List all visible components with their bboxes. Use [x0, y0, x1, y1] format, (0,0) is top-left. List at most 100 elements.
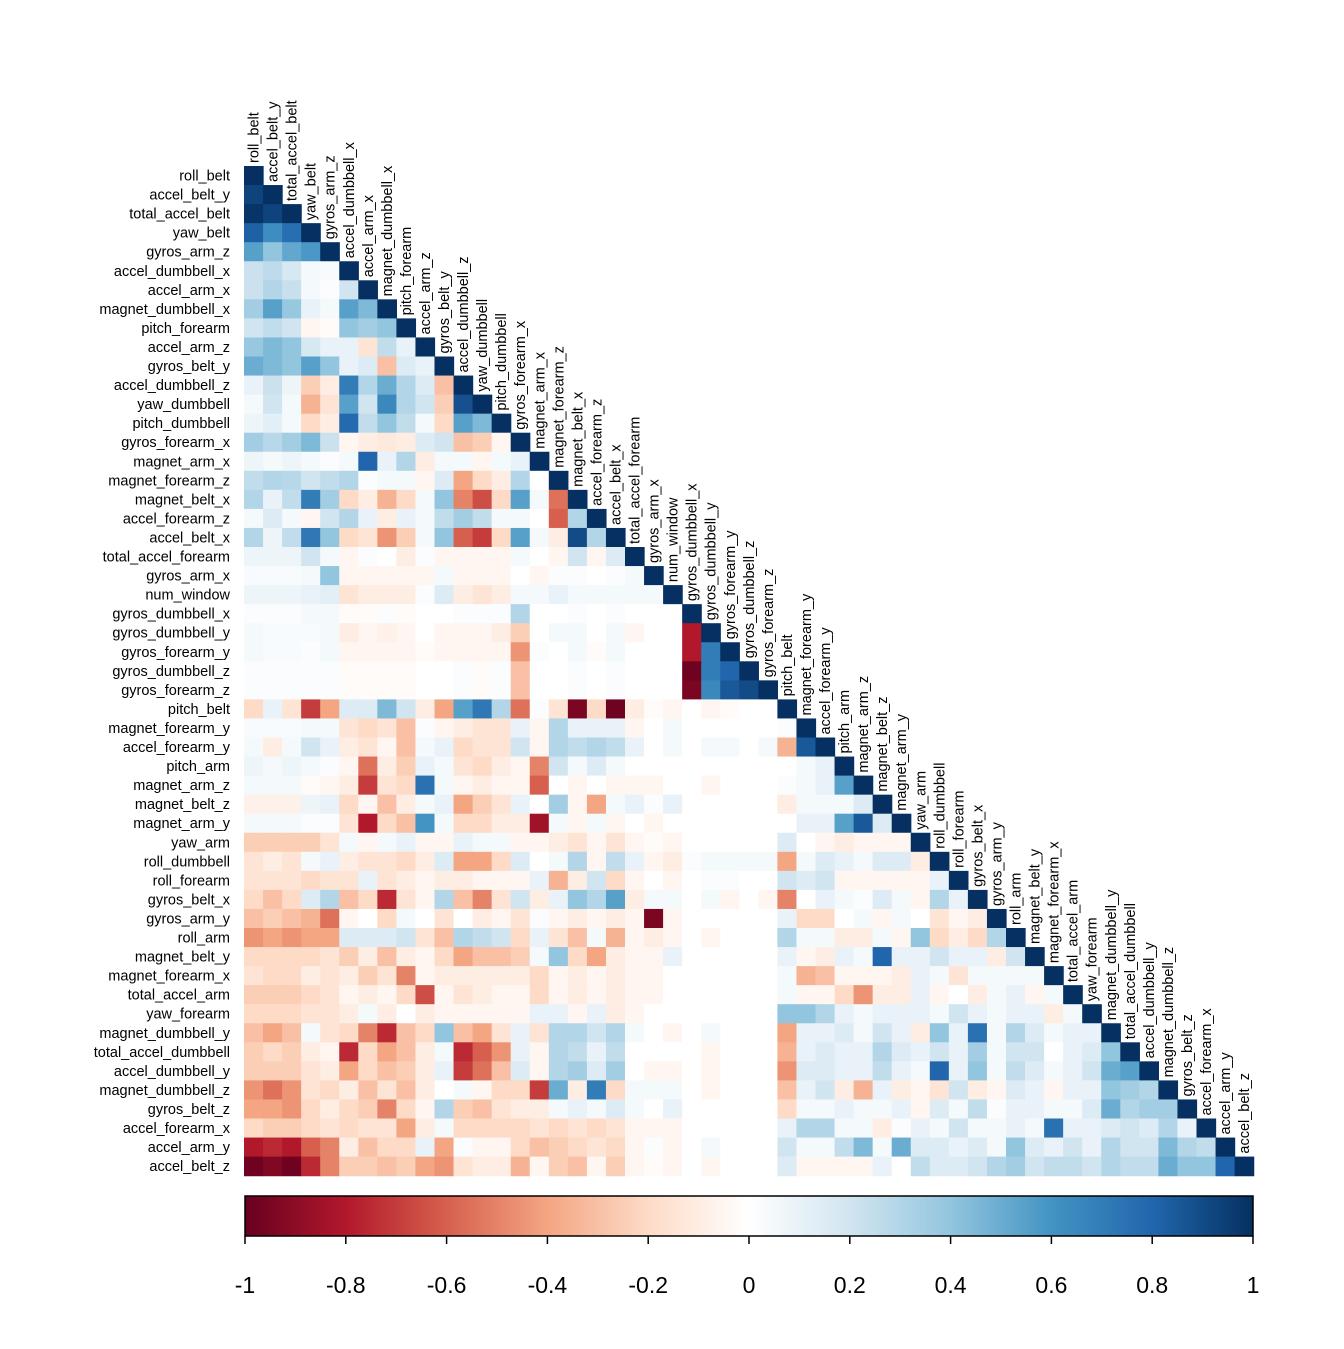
heatmap-cell: [301, 585, 321, 605]
heatmap-cell: [301, 356, 321, 377]
heatmap-cell: [567, 1118, 588, 1139]
heatmap-cell: [815, 1099, 836, 1120]
heatmap-cell: [282, 699, 302, 720]
heatmap-cell: [263, 1023, 283, 1043]
heatmap-cell: [567, 794, 588, 815]
heatmap-cell: [853, 1004, 874, 1024]
heatmap-cell: [967, 889, 988, 910]
heatmap-cell: [1215, 1156, 1236, 1177]
heatmap-cell: [1063, 1137, 1083, 1158]
heatmap-cell: [301, 661, 321, 681]
row-label: gyros_arm_z: [146, 245, 230, 261]
heatmap-cell: [339, 870, 359, 891]
heatmap-cell: [282, 680, 302, 700]
heatmap-cell: [567, 1156, 588, 1177]
column-label: num_window: [666, 497, 682, 582]
heatmap-cell: [1025, 1099, 1045, 1120]
heatmap-cell: [244, 166, 264, 186]
heatmap-cell: [358, 1137, 378, 1158]
heatmap-cell: [377, 928, 397, 948]
heatmap-cell: [586, 547, 607, 567]
heatmap-cell: [244, 699, 264, 720]
heatmap-cell: [282, 489, 302, 510]
heatmap-cell: [586, 794, 607, 815]
heatmap-cell: [1025, 1156, 1045, 1177]
heatmap-cell: [872, 851, 893, 872]
row-label: magnet_dumbbell_x: [99, 302, 230, 318]
heatmap-cell: [282, 642, 302, 662]
heatmap-cell: [244, 1004, 264, 1024]
heatmap-cell: [491, 489, 512, 510]
heatmap-cell: [758, 870, 778, 891]
heatmap-cell: [301, 1023, 321, 1043]
heatmap-cell: [339, 1080, 359, 1101]
heatmap-cell: [282, 908, 302, 929]
heatmap-cell: [910, 889, 931, 910]
heatmap-cell: [529, 680, 550, 700]
heatmap-cell: [453, 1061, 474, 1081]
colorbar-tick-label: 0.6: [1035, 1272, 1067, 1298]
heatmap-cell: [853, 928, 874, 948]
heatmap-cell: [625, 756, 645, 777]
heatmap-cell: [891, 1061, 912, 1081]
heatmap-cell: [415, 661, 436, 681]
heatmap-cell: [548, 547, 569, 567]
heatmap-cell: [739, 661, 759, 681]
heatmap-cell: [548, 1156, 569, 1177]
heatmap-cell: [282, 318, 302, 339]
row-label: accel_forearm_x: [123, 1121, 231, 1137]
heatmap-cell: [263, 1080, 283, 1101]
heatmap-cell: [1025, 1061, 1045, 1081]
heatmap-cell: [644, 756, 664, 777]
heatmap-cell: [415, 1099, 436, 1120]
heatmap-cell: [986, 1004, 1007, 1024]
heatmap-cell: [415, 1004, 436, 1024]
heatmap-cell: [472, 1061, 493, 1081]
row-label: gyros_forearm_z: [121, 683, 230, 699]
heatmap-cell: [663, 699, 683, 720]
heatmap-cell: [548, 585, 569, 605]
heatmap-cell: [244, 832, 264, 853]
heatmap-cell: [320, 1004, 340, 1024]
heatmap-cell: [282, 966, 302, 986]
heatmap-cell: [434, 1118, 455, 1139]
heatmap-cell: [453, 642, 474, 662]
heatmap-cell: [777, 985, 798, 1005]
heatmap-cell: [758, 1099, 778, 1120]
heatmap-cell: [529, 947, 550, 967]
colorbar-tick-label: -1: [235, 1272, 255, 1298]
heatmap-cell: [891, 947, 912, 967]
heatmap-cell: [872, 832, 893, 853]
heatmap-cell: [586, 870, 607, 891]
heatmap-cell: [377, 1061, 397, 1081]
row-label: roll_dumbbell: [144, 854, 230, 870]
heatmap-cell: [701, 661, 721, 681]
heatmap-cell: [548, 1023, 569, 1043]
heatmap-cell: [644, 985, 664, 1005]
heatmap-cell: [339, 585, 359, 605]
colorbar-tick-label: 0: [743, 1272, 756, 1298]
heatmap-cell: [491, 1023, 512, 1043]
heatmap-cell: [244, 261, 264, 281]
column-label: pitch_dumbbell: [494, 313, 510, 411]
heatmap-cell: [682, 794, 702, 815]
heatmap-cell: [358, 375, 378, 396]
heatmap-cell: [777, 718, 798, 739]
heatmap-cell: [929, 1137, 950, 1158]
row-label: yaw_belt: [173, 226, 230, 242]
row-label: accel_belt_z: [149, 1159, 230, 1175]
heatmap-cell: [625, 832, 645, 853]
heatmap-cell: [663, 718, 683, 739]
heatmap-cell: [263, 432, 283, 453]
heatmap-cell: [1025, 1080, 1045, 1101]
column-label: magnet_arm_y: [894, 713, 910, 810]
heatmap-cell: [644, 1118, 664, 1139]
heatmap-cell: [263, 985, 283, 1005]
heatmap-cell: [415, 928, 436, 948]
heatmap-cell: [358, 299, 378, 319]
heatmap-cell: [910, 1042, 931, 1062]
heatmap-cell: [510, 547, 531, 567]
column-label: magnet_forearm_z: [551, 346, 567, 468]
heatmap-cell: [644, 908, 664, 929]
heatmap-cell: [244, 527, 264, 548]
